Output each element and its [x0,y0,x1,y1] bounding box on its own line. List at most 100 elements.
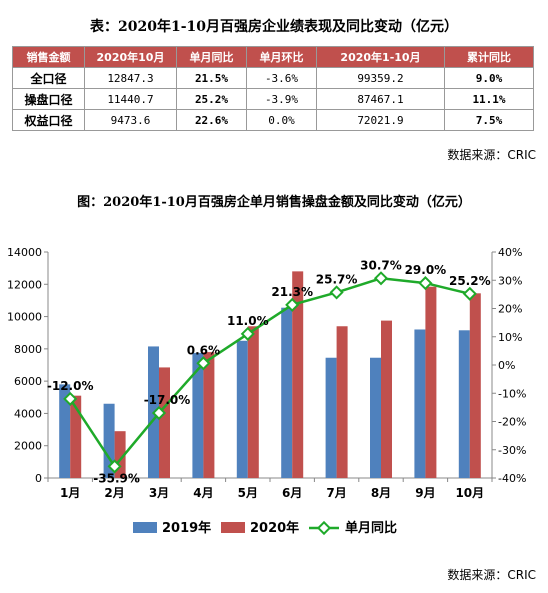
table-cell: 9.0% [444,67,534,89]
left-tick-label: 10000 [7,311,42,324]
table-cell: 12847.3 [84,67,177,89]
table-header-cell: 2020年10月 [84,46,177,68]
x-tick-label: 4月 [193,486,213,500]
table-cell: 权益口径 [12,109,85,131]
yoy-marker [196,356,211,371]
x-tick-label: 1月 [60,486,80,500]
x-tick-label: 9月 [415,486,435,500]
yoy-marker [285,297,300,312]
table-cell: -3.6% [246,67,317,89]
x-tick-label: 2月 [104,486,124,500]
chart-source: 数据来源：CRIC [447,568,536,582]
yoy-data-label: -12.0% [47,379,94,393]
sales-chart: 0 2000 4000 6000 8000 10000 12000 14000 -40% -30%… [7,246,526,536]
table-header-cell: 销售金额 [12,46,85,68]
yoy-data-label: 30.7% [360,258,402,272]
right-tick-label: 30% [498,274,522,287]
yoy-marker [151,405,167,421]
performance-table: 销售金额 2020年10月 单月同比 单月环比 2020年1-10月 累计同比 … [12,46,534,131]
yoy-data-label: 21.3% [271,285,313,299]
left-tick-label: 14000 [7,246,42,259]
yoy-line [69,277,471,469]
table-cell: 7.5% [444,109,534,131]
bar-2020年 [292,271,304,478]
table-cell: -3.9% [246,88,317,110]
x-tick-label: 3月 [149,486,169,500]
right-tick-label: 0% [498,359,515,372]
table-cell: 操盘口径 [12,88,85,110]
table-source: 数据来源：CRIC [447,148,536,162]
table-header-cell: 单月环比 [246,46,317,68]
left-tick-label: 2000 [14,440,42,453]
left-tick-label: 8000 [14,343,42,356]
table-cell: 全口径 [12,67,85,89]
table-cell: 87467.1 [316,88,445,110]
bar-2019年 [370,357,381,478]
table-header-cell: 单月同比 [176,46,247,68]
yoy-marker [418,276,433,291]
legend-label: 单月同比 [345,520,397,536]
chart-title: 图：2020年1-10月百强房企单月销售操盘金额及同比变动（亿元） [77,195,471,210]
yoy-marker [373,271,389,286]
x-tick-label: 7月 [326,486,346,500]
bar-2020年 [203,352,215,478]
yoy-data-label: 29.0% [405,263,447,277]
bar-2019年 [325,357,337,478]
bar-2019年 [458,330,470,478]
table-cell: 22.6% [176,109,247,131]
x-tick-label: 6月 [282,486,302,500]
bar-2020年 [247,326,259,478]
legend-label: 2019年 [162,520,211,536]
left-tick-label: 0 [35,472,42,485]
table-header-cell: 2020年1-10月 [316,46,445,68]
bar-2020年 [469,293,481,478]
table-cell: 0.0% [246,109,317,131]
right-tick-label: 40% [498,246,522,259]
legend-swatch-marker [316,520,332,536]
table-cell: 9473.6 [84,109,177,131]
yoy-data-label: -17.0% [144,393,191,407]
yoy-data-label: 11.0% [227,314,269,328]
yoy-data-label: -35.9% [93,471,140,485]
legend-swatch-2020年 [221,522,245,533]
legend-label: 2020年 [250,520,299,536]
bar-2019年 [103,403,115,478]
table-cell: 99359.2 [316,67,445,89]
table-header-cell: 累计同比 [444,46,534,68]
table-cell: 11440.7 [84,88,177,110]
table-cell: 72021.9 [316,109,445,131]
bar-2020年 [425,286,437,478]
x-tick-label: 8月 [371,486,391,500]
table-cell: 25.2% [176,88,247,110]
right-tick-label: -10% [498,387,526,400]
table-cell: 11.1% [444,88,534,110]
table-row: 全口径 12847.3 21.5% -3.6% 99359.2 9.0% [12,67,534,89]
table-cell: 21.5% [176,67,247,89]
bar-2020年 [70,395,82,478]
x-tick-label: 10月 [455,486,484,500]
left-tick-label: 6000 [14,375,42,388]
bar-2019年 [192,352,204,478]
right-tick-label: -30% [498,444,526,457]
yoy-data-label: 25.2% [449,274,491,288]
right-tick-label: -20% [498,416,526,429]
left-tick-label: 4000 [14,407,42,420]
yoy-marker [462,286,477,301]
table-row: 权益口径 9473.6 22.6% 0.0% 72021.9 7.5% [12,109,534,131]
yoy-data-label: 25.7% [316,272,358,286]
yoy-data-label: 0.6% [187,343,220,357]
bar-2020年 [336,326,348,478]
legend-swatch-2019年 [133,522,157,533]
right-tick-label: 20% [498,303,522,316]
table-title: 表：2020年1-10月百强房企业绩表现及同比变动（亿元） [90,19,458,35]
bar-2020年 [159,367,170,478]
bar-2019年 [59,384,71,478]
yoy-marker [329,285,344,300]
bar-2019年 [281,307,293,478]
right-tick-label: 10% [498,331,522,344]
yoy-marker [63,391,78,406]
bar-2019年 [236,340,248,478]
right-tick-label: -40% [498,472,526,485]
yoy-marker [240,326,255,341]
x-tick-label: 5月 [238,486,258,500]
